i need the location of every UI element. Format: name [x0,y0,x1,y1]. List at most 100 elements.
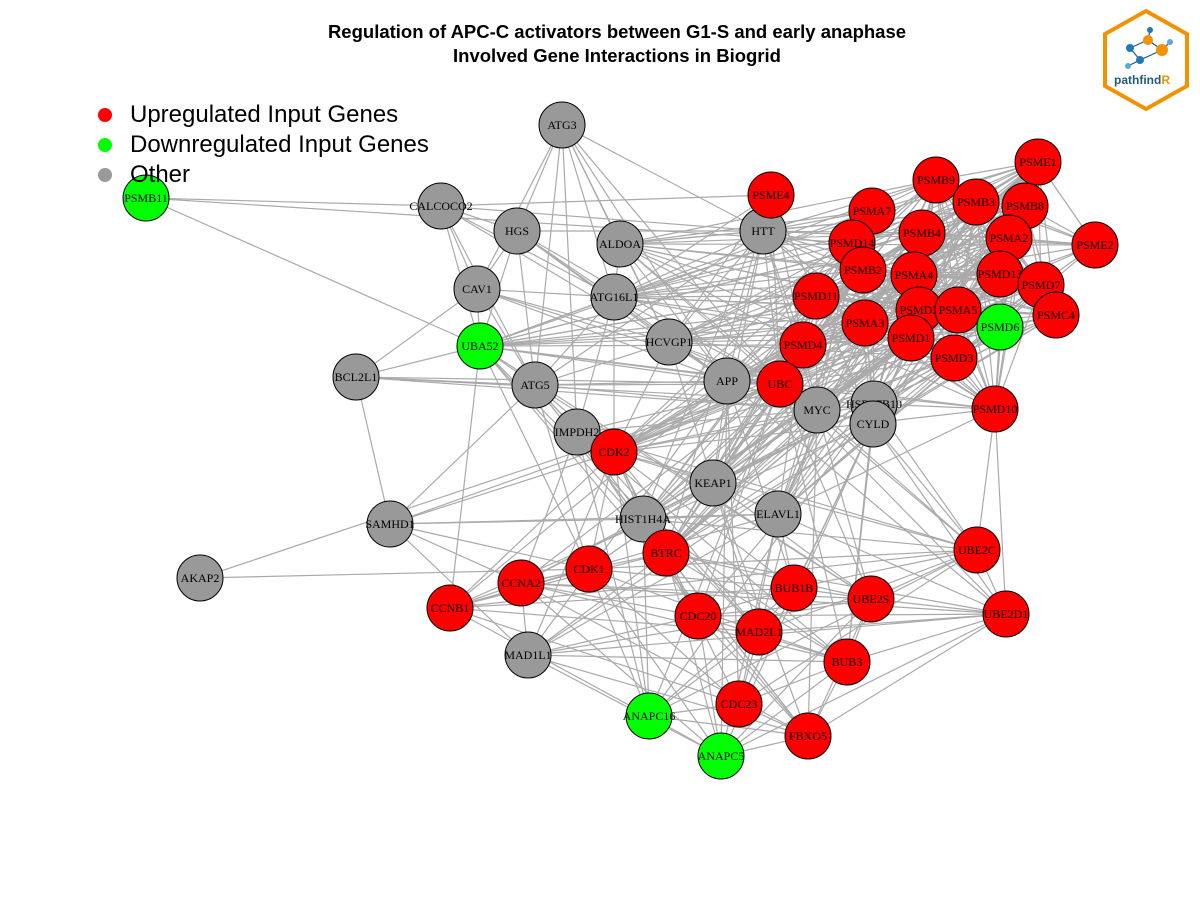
edge-atg3-atg5 [534,124,563,386]
node-circle-atg16l1 [590,273,638,321]
edge-atg5-myc [534,384,818,411]
node-psmb11: PSMB11 [122,174,170,222]
node-atg16l1: ATG16L1 [590,273,638,321]
node-samhd1: SAMHD1 [365,500,415,548]
node-circle-psmd4 [779,321,827,369]
node-circle-cdc20 [674,592,722,640]
node-label-psmd4: PSMD4 [784,338,823,352]
node-circle-psmb3 [952,178,1000,226]
node-app: APP [703,357,751,405]
edge-anapc16-cdk1 [588,568,650,717]
node-myc: MYC [793,386,841,434]
node-circle-bub3 [823,638,871,686]
title-line-1: Regulation of APC-C activators between G… [327,21,907,42]
edge-hsd17b10-anapc16 [648,403,875,717]
edge-atg3-ubc [561,124,781,385]
node-hist1h4a: HIST1H4A [615,495,671,543]
edge-htt-app [726,230,764,382]
legend-item-other: Other [96,160,429,190]
node-label-uba52: UBA52 [461,339,498,353]
edge-cyld-ube2d1 [872,423,1007,615]
edge-ubc-cdk2 [613,383,781,453]
node-layer: ATG3 PSMB11 CALCOCO2 HGS ALDOA HTT CAV1 ATG16L1… [122,101,1119,780]
node-label-ubc: UBC [768,377,793,391]
node-circle-cdk2 [590,428,638,476]
node-circle-uba52 [456,322,504,370]
node-label-psmb3: PSMB3 [957,195,995,209]
edge-htt-hcvgp1 [668,230,764,343]
edge-psmb11-calcoco2 [145,197,442,207]
edge-keap1-mad2l1 [712,482,760,633]
edge-app-ube2d1 [726,380,1007,615]
legend: Upregulated Input Genes Downregulated In… [96,100,429,190]
edge-app-ccnb1 [449,380,728,609]
edge-ube2d1-anapc5 [720,613,1007,757]
edge-ube2c-psmd10 [976,408,996,551]
edge-hist1h4a-psmd1 [642,337,912,520]
node-label-mad2l1: MAD2L1 [735,625,782,639]
svg-text:pathfindR: pathfindR [1114,73,1170,87]
node-circle-myc [793,386,841,434]
node-label-anapc5: ANAPC5 [698,749,745,763]
node-circle-psmd3 [930,334,978,382]
edge-fbxo5-mad1l1 [527,654,809,737]
node-circle-calcoco2 [417,182,465,230]
edge-impdh2-myc [576,409,818,433]
edge-aldoa-psmd7 [619,243,1042,286]
edge-atg16l1-psme4 [613,194,772,298]
node-bub1b: BUB1B [770,564,818,612]
node-circle-psmb9 [912,156,960,204]
edge-calcoco2-htt [440,205,764,232]
node-impdh2: IMPDH2 [553,408,601,456]
node-label-impdh2: IMPDH2 [555,425,600,439]
node-psmd4: PSMD4 [779,321,827,369]
node-cdk2: CDK2 [590,428,638,476]
node-label-psmd11: PSMD11 [794,289,838,303]
edge-aldoa-app [619,243,728,382]
node-psme2: PSME2 [1071,221,1119,269]
edge-calcoco2-hcvgp1 [440,205,670,343]
edge-bub1b-cdk1 [588,568,795,589]
node-calcoco2: CALCOCO2 [409,182,473,230]
node-circle-atg3 [538,101,586,149]
node-anapc5: ANAPC5 [697,732,745,780]
edge-keap1-ube2s [712,482,872,600]
edge-samhd1-bcl2l1 [355,376,391,525]
node-aldoa: ALDOA [596,220,644,268]
node-cdk1: CDK1 [565,545,613,593]
node-psma4: PSMA4 [890,251,938,299]
edge-cyld-cdc23 [738,423,874,705]
node-psma5: PSMA5 [934,286,982,334]
node-label-ube2s: UBE2S [853,592,890,606]
node-label-ccna2: CCNA2 [501,576,540,590]
node-elavl1: ELAVL1 [754,490,802,538]
edge-uba52-psmd4 [479,344,804,347]
node-circle-mad1l1 [504,631,552,679]
edge-hgs-atg5 [516,230,536,386]
node-fbxo5: FBXO5 [784,712,832,760]
node-circle-bcl2l1 [332,353,380,401]
node-mad2l1: MAD2L1 [735,608,783,656]
edge-ube2s-ubc [779,383,872,600]
node-bub3: BUB3 [823,638,871,686]
edge-atg16l1-ubc [613,296,781,385]
node-circle-psmb2 [839,246,887,294]
node-label-hist1h4a: HIST1H4A [615,512,671,526]
node-circle-hcvgp1 [645,318,693,366]
title-line-2: Involved Gene Interactions in Biogrid [453,45,781,66]
edge-elavl1-ube2d1 [777,513,1007,615]
node-label-psmb11: PSMB11 [124,191,168,205]
node-label-app: APP [716,374,738,388]
legend-item-down: Downregulated Input Genes [96,130,429,160]
edge-ccnb1-btrc [449,552,667,609]
node-label-atg3: ATG3 [547,118,576,132]
edge-samhd1-elavl1 [389,513,779,525]
edge-uba52-ccnb1 [449,345,481,609]
edge-hcvgp1-keap1 [668,341,714,484]
node-label-atg5: ATG5 [520,378,549,392]
edge-hgs-ubc [516,230,781,385]
node-label-psmb2: PSMB2 [844,263,882,277]
node-label-elavl1: ELAVL1 [756,507,800,521]
node-psmb9: PSMB9 [912,156,960,204]
pathfindr-logo: pathfindR [1103,8,1189,112]
